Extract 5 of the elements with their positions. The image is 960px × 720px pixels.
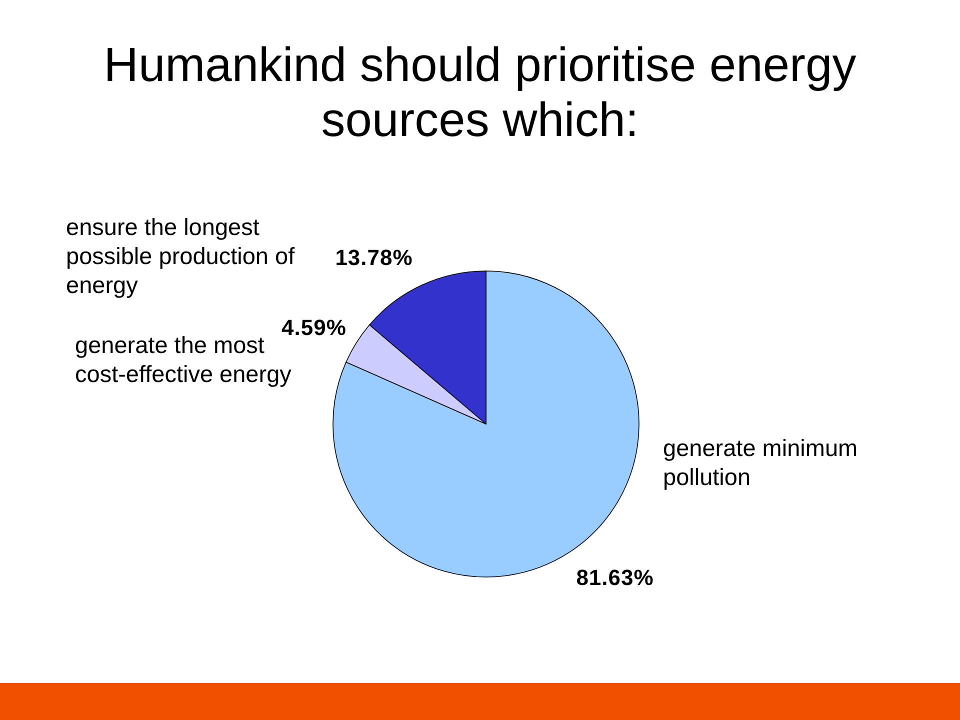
data-label: 81.63% [576, 565, 654, 590]
data-label: 13.78% [335, 245, 413, 270]
slice-label: generate minimum pollution [663, 435, 858, 490]
slice-label: ensure the longest possible production of energy [66, 214, 296, 298]
chart-title: Humankind should prioritise energy sources which: [104, 39, 856, 147]
